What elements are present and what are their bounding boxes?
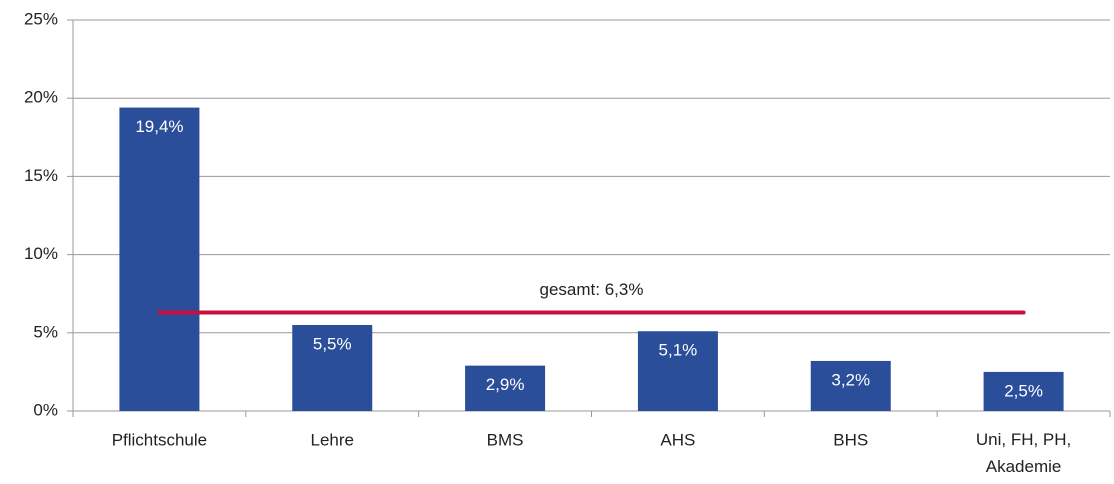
bar <box>983 371 1064 411</box>
value-label: 5,1% <box>659 341 698 360</box>
value-label: 2,5% <box>1004 381 1043 400</box>
y-tick-label: 25% <box>24 9 58 28</box>
bar <box>465 365 546 411</box>
x-tick-label-line: Akademie <box>986 457 1062 476</box>
y-tick-label: 5% <box>33 322 58 341</box>
x-tick-label: Lehre <box>311 430 354 449</box>
value-label: 5,5% <box>313 334 352 353</box>
x-tick-label: BMS <box>487 430 524 449</box>
x-tick-label: BHS <box>833 430 868 449</box>
x-tick-label: Pflichtschule <box>112 430 207 449</box>
x-tick-label: AHS <box>660 430 695 449</box>
bar <box>119 107 200 412</box>
x-tick-label: Uni, FH, PH, Akademie <box>976 430 1071 476</box>
y-tick-label: 0% <box>33 400 58 419</box>
value-label: 19,4% <box>135 117 183 136</box>
reference-label: gesamt: 6,3% <box>540 280 644 299</box>
bar <box>292 324 373 411</box>
value-label: 3,2% <box>831 370 870 389</box>
bar <box>810 360 891 411</box>
y-tick-label: 10% <box>24 244 58 263</box>
y-tick-label: 15% <box>24 166 58 185</box>
bar <box>637 331 718 411</box>
x-tick-label-line: Uni, FH, PH, <box>976 430 1071 449</box>
y-tick-label: 20% <box>24 88 58 107</box>
value-label: 2,9% <box>486 375 525 394</box>
